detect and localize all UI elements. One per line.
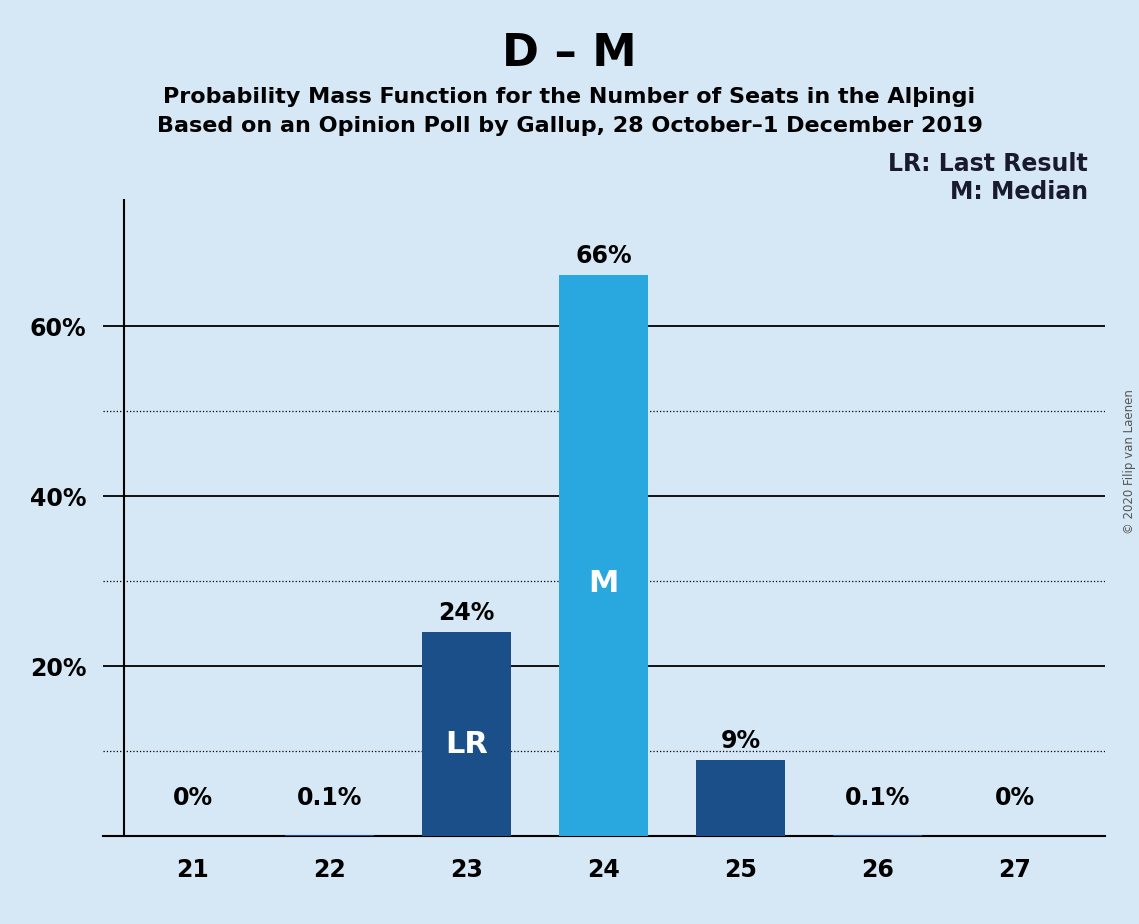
- Text: Probability Mass Function for the Number of Seats in the Alþingi: Probability Mass Function for the Number…: [163, 87, 976, 107]
- Bar: [696, 760, 785, 836]
- Text: 24%: 24%: [439, 602, 494, 626]
- Text: 9%: 9%: [721, 729, 761, 753]
- Bar: [423, 632, 511, 836]
- Text: © 2020 Filip van Laenen: © 2020 Filip van Laenen: [1123, 390, 1137, 534]
- Text: 66%: 66%: [575, 244, 632, 268]
- Text: Based on an Opinion Poll by Gallup, 28 October–1 December 2019: Based on an Opinion Poll by Gallup, 28 O…: [156, 116, 983, 136]
- Text: LR: LR: [445, 730, 489, 759]
- Text: 0.1%: 0.1%: [297, 786, 362, 810]
- Text: 0%: 0%: [172, 786, 213, 810]
- Bar: [559, 275, 648, 836]
- Text: LR: Last Result: LR: Last Result: [888, 152, 1088, 176]
- Text: D – M: D – M: [502, 32, 637, 76]
- Text: 0%: 0%: [994, 786, 1035, 810]
- Text: 0.1%: 0.1%: [845, 786, 910, 810]
- Text: M: Median: M: Median: [950, 180, 1088, 204]
- Text: M: M: [589, 569, 618, 598]
